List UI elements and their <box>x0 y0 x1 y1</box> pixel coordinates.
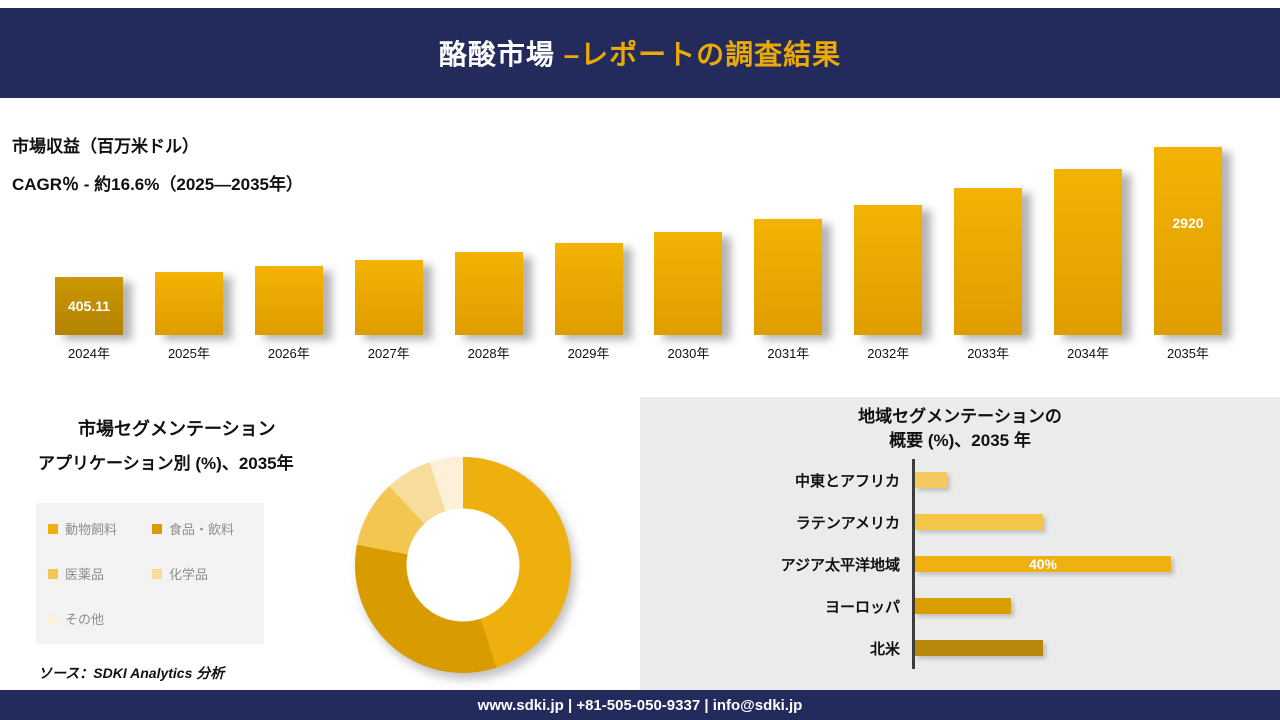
bar-category-label: 2032年 <box>867 346 910 361</box>
legend-item: その他 <box>48 609 148 628</box>
region-category-label: ヨーロッパ <box>824 598 900 616</box>
region-row: ヨーロッパ <box>640 585 1250 627</box>
region-bar-value-label: 40% <box>1028 556 1058 572</box>
region-bar <box>915 514 1043 530</box>
bar-category-label: 2031年 <box>767 346 810 361</box>
region-bar-chart: 中東とアフリカ ラテンアメリカアジア太平洋地域 40% ヨーロッパ北米 <box>640 459 1250 669</box>
region-category-label: 中東とアフリカ <box>794 472 900 490</box>
bar-value-label: 405.11 <box>67 297 111 314</box>
region-category-label: アジア太平洋地域 <box>780 556 900 574</box>
legend-label: 動物飼料 <box>65 522 118 537</box>
segmentation-panel: 市場セグメンテーション アプリケーション別 (%)、2035年 動物飼料 食品・飲… <box>0 397 640 690</box>
revenue-bar-column: 2025年 <box>154 272 223 362</box>
region-category-label: ラテンアメリカ <box>795 514 900 532</box>
legend-label: 化学品 <box>169 567 209 582</box>
region-row: ラテンアメリカ <box>640 501 1250 543</box>
bar-category-label: 2027年 <box>367 346 410 361</box>
revenue-bar-column: 2030年 <box>654 232 723 362</box>
region-title: 地域セグメンテーションの 概要 (%)、2035 年 <box>640 405 1280 453</box>
application-donut-chart <box>355 457 571 673</box>
region-bar-track <box>912 459 1250 501</box>
revenue-cagr-label: CAGR％ - 約16.6%（2025―2035年） <box>12 175 304 194</box>
bar-category-label: 2024年 <box>68 346 110 361</box>
legend-swatch <box>152 523 162 534</box>
region-bar: 40% <box>915 556 1171 572</box>
revenue-bar: 2920 <box>1153 147 1222 335</box>
region-bar <box>915 472 947 488</box>
legend-item: 動物飼料 <box>48 519 148 538</box>
region-row: 中東とアフリカ <box>640 459 1250 501</box>
revenue-bar <box>754 219 823 335</box>
report-header: 酪酸市場 –レポートの調査結果 <box>0 8 1280 98</box>
revenue-bar <box>454 252 523 335</box>
revenue-bar <box>654 232 723 335</box>
legend-item: 医薬品 <box>48 564 148 583</box>
revenue-bar-column: 2034年 <box>1054 169 1123 362</box>
bar-category-label: 2033年 <box>967 346 1010 361</box>
revenue-bar-column: 2029年 <box>554 243 623 362</box>
revenue-bar <box>854 205 923 335</box>
legend-label: 医薬品 <box>65 567 105 582</box>
region-row: 北米 <box>640 627 1250 669</box>
segmentation-subtitle: アプリケーション別 (%)、2035年 <box>38 454 294 473</box>
revenue-bar <box>154 272 223 335</box>
revenue-bar-column: 2920 2035年 <box>1153 147 1222 362</box>
region-bar <box>915 640 1043 656</box>
revenue-bar-column: 2031年 <box>754 219 823 362</box>
revenue-bar <box>354 260 423 335</box>
bar-category-label: 2035年 <box>1167 346 1209 361</box>
donut-hole <box>406 508 520 622</box>
source-note: ソース：SDKI Analytics 分析 <box>38 665 225 681</box>
page-title-accent: –レポートの調査結果 <box>563 39 842 70</box>
footer: www.sdki.jp | +81-505-050-9337 | info@sd… <box>0 690 1280 720</box>
bar-category-label: 2026年 <box>267 346 310 361</box>
revenue-bar <box>954 188 1023 335</box>
legend-item: 食品・飲料 <box>152 519 252 538</box>
region-panel: 地域セグメンテーションの 概要 (%)、2035 年 中東とアフリカ ラテンアメリ… <box>640 397 1280 690</box>
region-title-line1: 地域セグメンテーションの <box>858 407 1062 426</box>
revenue-bar-column: 2027年 <box>354 260 423 362</box>
revenue-bar: 405.11 <box>55 277 123 335</box>
region-bar-track: 40% <box>912 543 1250 585</box>
bar-category-label: 2028年 <box>467 346 510 361</box>
region-title-line2: 概要 (%)、2035 年 <box>889 431 1031 450</box>
bar-category-label: 2034年 <box>1067 346 1110 361</box>
legend-swatch <box>48 523 58 534</box>
bar-value-label: 2920 <box>1172 214 1204 231</box>
footer-contact-text: www.sdki.jp | +81-505-050-9337 | info@sd… <box>477 696 803 714</box>
legend-swatch <box>48 613 58 624</box>
revenue-bar-column: 2028年 <box>454 252 523 362</box>
page-title: 酪酸市場 –レポートの調査結果 <box>439 33 841 73</box>
legend-swatch <box>152 568 162 579</box>
revenue-bar-column: 405.11 2024年 <box>55 277 123 362</box>
revenue-bar <box>254 266 323 335</box>
revenue-bar-column: 2032年 <box>854 205 923 362</box>
region-bar-track <box>912 627 1250 669</box>
legend-swatch <box>48 568 58 579</box>
revenue-bar <box>1054 169 1123 335</box>
region-category-label: 北米 <box>869 640 900 658</box>
region-bar-track <box>912 585 1250 627</box>
region-bar <box>915 598 1011 614</box>
segmentation-legend: 動物飼料 食品・飲料医薬品 化学品その他 <box>36 503 264 644</box>
legend-label: その他 <box>65 612 105 627</box>
region-row: アジア太平洋地域 40% <box>640 543 1250 585</box>
bar-category-label: 2025年 <box>167 346 210 361</box>
revenue-bar-column: 2033年 <box>954 188 1023 362</box>
segmentation-title: 市場セグメンテーション <box>78 419 276 439</box>
revenue-bar-column: 2026年 <box>254 266 323 362</box>
revenue-chart-section: 市場収益（百万米ドル） CAGR％ - 約16.6%（2025―2035年） 4… <box>0 98 1280 392</box>
region-bar-track <box>912 501 1250 543</box>
legend-label: 食品・飲料 <box>169 522 235 537</box>
page-title-main: 酪酸市場 <box>438 39 564 70</box>
revenue-bar-chart: 405.11 2024年 2025年 2026年 2027年 2028年 2029年 2030… <box>55 147 1222 362</box>
legend-item: 化学品 <box>152 564 252 583</box>
bar-category-label: 2029年 <box>567 346 610 361</box>
bar-category-label: 2030年 <box>667 346 710 361</box>
revenue-chart-title: 市場収益（百万米ドル） <box>12 137 199 156</box>
revenue-bar <box>554 243 623 335</box>
